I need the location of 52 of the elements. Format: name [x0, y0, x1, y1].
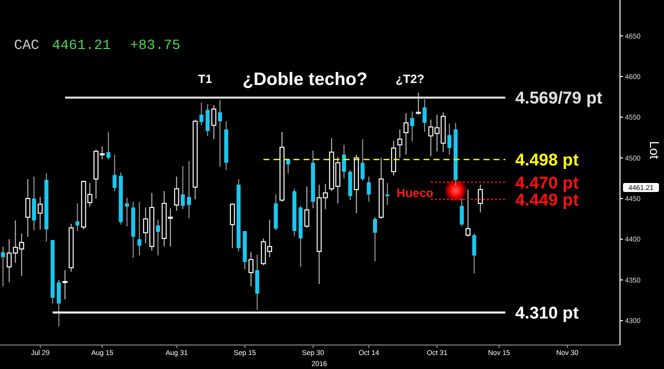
candlestick: [422, 98, 427, 132]
candlestick: [180, 165, 185, 210]
ref-line-label: 4.498 pt: [515, 150, 579, 170]
candlestick: [206, 104, 210, 136]
candlestick: [75, 202, 80, 232]
candlestick: [385, 182, 390, 206]
candlestick: [342, 144, 346, 179]
candlestick: [62, 270, 68, 300]
annotation: T1: [198, 72, 212, 86]
candlestick: [397, 128, 402, 158]
candlestick: [230, 202, 235, 249]
candlestick: [373, 216, 377, 262]
annotation: ¿Doble techo?: [242, 69, 368, 89]
candlestick: [1, 246, 5, 287]
candlestick: [218, 100, 222, 168]
candlestick: [174, 176, 180, 212]
ref-line-label: 4.310 pt: [515, 303, 579, 322]
candlestick: [248, 252, 254, 287]
candlestick: [478, 184, 483, 213]
candlestick: [391, 140, 396, 176]
candlestick: [404, 112, 408, 156]
candlestick: [410, 110, 414, 142]
candlestick: [466, 189, 470, 238]
candlestick: [472, 233, 476, 274]
candlestick: [416, 92, 421, 116]
annotation: 4461.21: [52, 38, 111, 54]
annotation: +83.75: [130, 38, 180, 54]
candlestick: [187, 160, 191, 219]
candlestick: [447, 123, 452, 156]
candlestick: [255, 254, 260, 311]
candlestick: [125, 197, 129, 227]
candlestick: [199, 102, 204, 126]
candlestick: [286, 158, 290, 174]
ref-line-label: 4.470 pt: [515, 173, 579, 192]
candlestick: [106, 131, 110, 160]
candlestick: [460, 198, 464, 227]
annotation: ¿T2?: [396, 72, 424, 86]
annotation: Hueco: [396, 186, 434, 200]
y-axis-title: Lot: [647, 140, 662, 160]
ref-line-label: 4.569/79 pt: [515, 88, 603, 108]
candlestick: [56, 279, 61, 327]
candlestick: [25, 178, 30, 238]
candlestick: [137, 201, 142, 256]
candlestick: [366, 176, 371, 202]
candlestick: [156, 219, 160, 256]
candlestick: [211, 104, 216, 140]
candlestick: [304, 186, 310, 228]
text: CAC: [14, 38, 40, 54]
candlestick: [112, 154, 117, 192]
candlestick: [360, 138, 365, 182]
candlestick: [32, 176, 36, 231]
candlestick: [38, 196, 43, 230]
